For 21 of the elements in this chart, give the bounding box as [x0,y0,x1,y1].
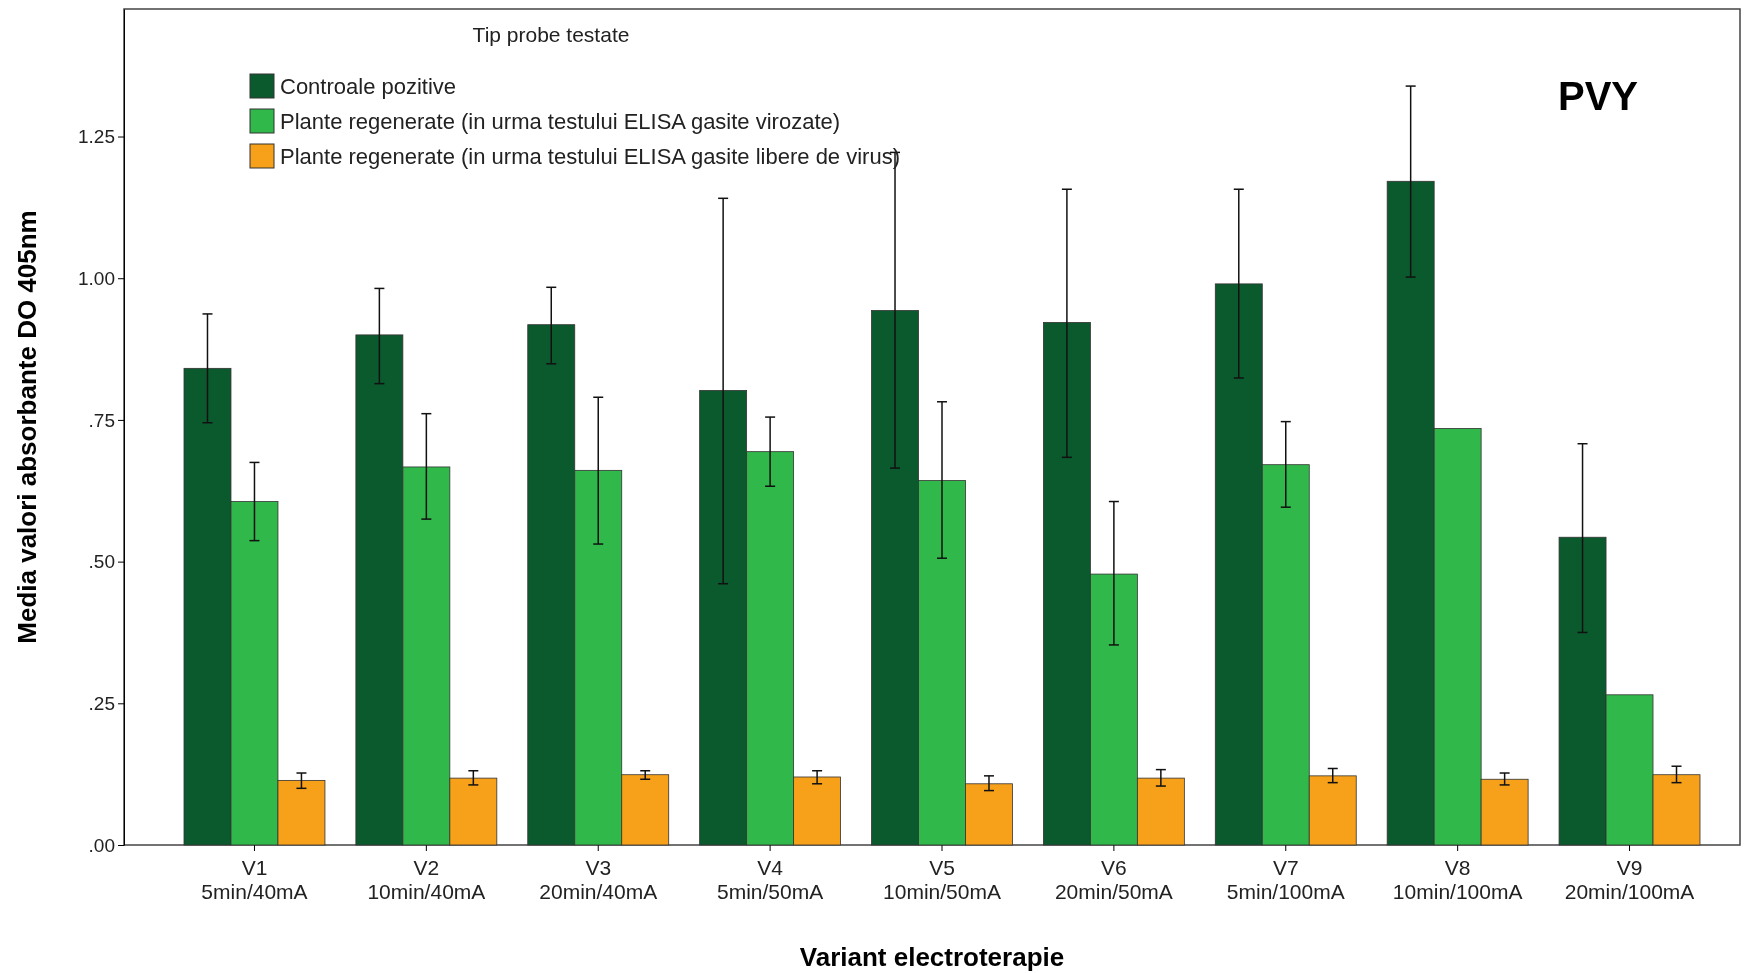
x-axis-title: Variant electroterapie [799,942,1065,972]
x-tick-label: V1 5min/40mA [201,856,308,903]
x-tick-label: V8 10min/100mA [1392,856,1523,903]
x-tick-label: V7 5min/100mA [1226,856,1345,903]
annotation: PVY [1557,74,1639,118]
y-tick-label: 1.00 [78,267,115,289]
legend-label: Plante regenerate (in urma testului ELISA gasite virozate) [280,109,841,134]
y-tick-label: .50 [88,551,115,573]
x-tick-label: V5 10min/50mA [883,856,1001,903]
x-tick-label: V2 10min/40mA [367,856,486,903]
y-tick-label: 1.25 [78,126,115,148]
y-tick-label: .25 [88,692,115,714]
x-tick-label: V4 5min/50mA [717,856,824,903]
x-tick-label: V6 20min/50mA [1054,856,1173,903]
x-tick-label: V9 20min/100mA [1564,856,1695,903]
y-tick-label: .00 [88,834,115,856]
x-tick-label: V3 20min/40mA [539,856,658,903]
y-axis-title: Media valori absorbante DO 405nm [12,210,42,644]
y-tick-label: .75 [88,409,115,431]
legend-label: Controale pozitive [280,74,457,99]
legend-title: Tip probe testate [472,23,630,46]
